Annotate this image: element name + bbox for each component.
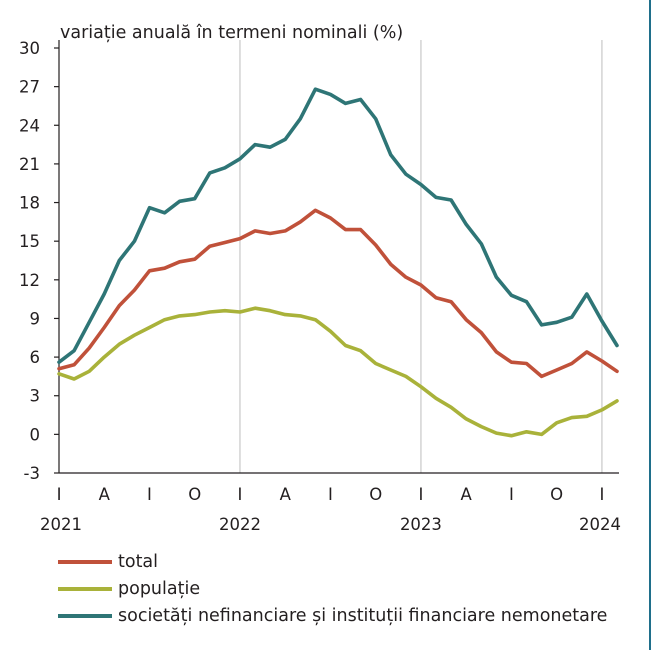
y-axis-title: variație anuală în termeni nominali (%) — [60, 23, 403, 43]
legend-item-societati: societăți nefinanciare și instituții fin… — [58, 602, 607, 629]
legend: total populație societăți nefinanciare ș… — [58, 548, 607, 629]
x-tick-label: O — [188, 485, 201, 504]
legend-item-populatie: populație — [58, 575, 607, 602]
x-tick-label: I — [238, 485, 243, 504]
legend-swatch-societati — [58, 613, 112, 618]
y-tick-label: 3 — [30, 387, 41, 406]
y-tick-label: 9 — [30, 309, 41, 328]
x-tick-label: A — [99, 485, 111, 504]
y-tick-label: 27 — [19, 78, 40, 97]
x-tick-label: I — [419, 485, 424, 504]
frame-border — [649, 0, 651, 650]
legend-swatch-populatie — [58, 586, 112, 591]
x-tick-label: I — [328, 485, 333, 504]
y-tick-label: 30 — [19, 39, 40, 58]
y-tick-label: 6 — [30, 348, 41, 367]
x-tick-label: A — [461, 485, 473, 504]
series-line-0 — [57, 208, 619, 379]
x-tick-label: O — [550, 485, 563, 504]
grid-lines — [239, 40, 603, 473]
y-tick-label: 15 — [19, 232, 40, 251]
y-tick-label: 21 — [19, 155, 40, 174]
x-year-label: 2024 — [579, 515, 621, 534]
x-year-label: 2021 — [40, 515, 82, 534]
x-year-label: 2022 — [219, 515, 261, 534]
x-tick-label: I — [509, 485, 514, 504]
x-tick-label: I — [57, 485, 62, 504]
y-tick-label: 18 — [19, 194, 40, 213]
x-tick-label: O — [369, 485, 382, 504]
x-year-label: 2023 — [400, 515, 442, 534]
x-tick-label: I — [147, 485, 152, 504]
y-tick-label: 0 — [30, 425, 41, 444]
y-tick-label: -3 — [24, 464, 40, 483]
y-tick-label: 12 — [19, 271, 40, 290]
y-tick-label: 24 — [19, 116, 40, 135]
legend-label-populatie: populație — [118, 578, 201, 599]
legend-label-total: total — [118, 551, 159, 572]
series-line-1 — [57, 306, 619, 438]
x-tick-label: A — [280, 485, 292, 504]
series-line-2 — [57, 87, 619, 365]
axes — [54, 40, 619, 474]
legend-label-societati: societăți nefinanciare și instituții fin… — [118, 605, 608, 626]
legend-swatch-total — [58, 559, 112, 564]
x-tick-labels: I A I O I A I O I A I O I 2021 2022 2023 2024 — [40, 485, 621, 534]
legend-item-total: total — [58, 548, 607, 575]
series-lines — [57, 87, 619, 438]
x-tick-label: I — [599, 485, 604, 504]
